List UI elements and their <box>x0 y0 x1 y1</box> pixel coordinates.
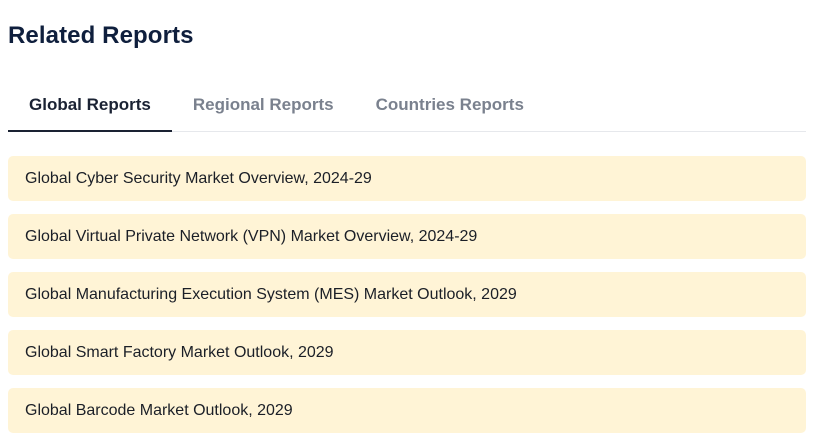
report-item-barcode[interactable]: Global Barcode Market Outlook, 2029 <box>8 388 806 433</box>
report-item-smart-factory[interactable]: Global Smart Factory Market Outlook, 202… <box>8 330 806 375</box>
report-item-mes[interactable]: Global Manufacturing Execution System (M… <box>8 272 806 317</box>
section-title: Related Reports <box>8 22 194 49</box>
report-item-vpn[interactable]: Global Virtual Private Network (VPN) Mar… <box>8 214 806 259</box>
reports-list: Global Cyber Security Market Overview, 2… <box>8 156 806 445</box>
report-tabs: Global Reports Regional Reports Countrie… <box>8 78 806 132</box>
tab-countries-reports[interactable]: Countries Reports <box>375 94 524 114</box>
tab-global-reports[interactable]: Global Reports <box>8 78 172 132</box>
report-item-cyber-security[interactable]: Global Cyber Security Market Overview, 2… <box>8 156 806 201</box>
tab-regional-reports[interactable]: Regional Reports <box>192 94 334 114</box>
